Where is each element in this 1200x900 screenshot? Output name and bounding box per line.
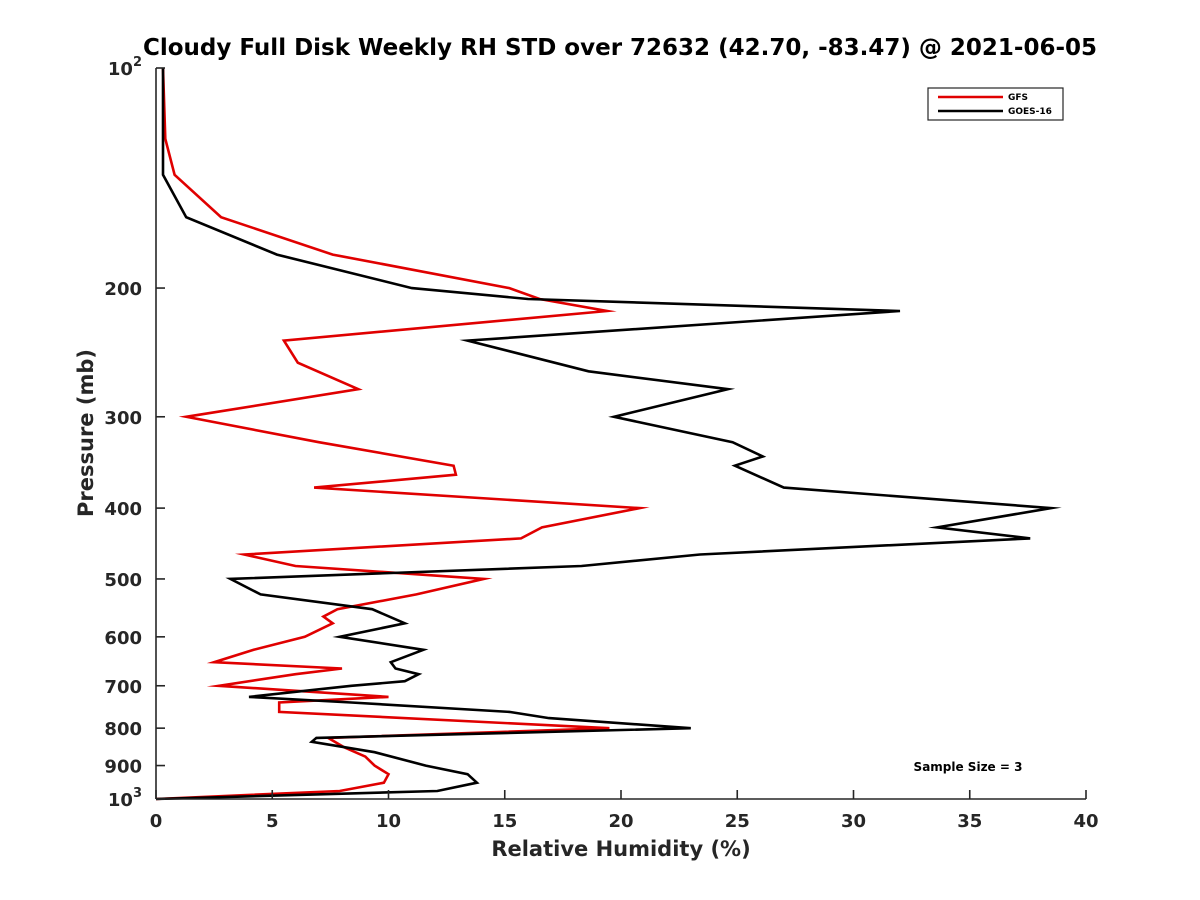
x-tick-label: 20 <box>608 811 633 832</box>
x-axis-label: Relative Humidity (%) <box>491 837 750 861</box>
y-tick-label: 500 <box>104 570 142 591</box>
x-tick-label: 15 <box>492 811 517 832</box>
legend-box <box>927 87 1064 121</box>
series-line-goes16 <box>155 68 1062 801</box>
x-tick-label: 35 <box>957 811 982 832</box>
plot-lines <box>155 67 1062 801</box>
plot-area <box>156 68 1086 799</box>
legend-label-gfs: GFS <box>1008 93 1028 103</box>
y-tick-label: 102 <box>108 55 142 80</box>
y-axis-ticks: 102 200 300 400 500 600 700 800 900 103 <box>104 55 165 811</box>
y-tick-label: 900 <box>104 757 142 778</box>
x-tick-label: 25 <box>725 811 750 832</box>
y-tick-label: 200 <box>104 279 142 300</box>
x-tick-label: 10 <box>376 811 401 832</box>
y-tick-label: 600 <box>104 628 142 649</box>
series-line-gfs <box>155 67 650 801</box>
y-tick-label: 800 <box>104 719 142 740</box>
legend: GFS GOES-16 <box>927 87 1064 121</box>
x-tick-label: 30 <box>841 811 866 832</box>
y-tick-label: 103 <box>108 786 142 811</box>
sample-size-annotation: Sample Size = 3 <box>914 760 1023 774</box>
y-tick-label: 300 <box>104 408 142 429</box>
y-tick-label: 400 <box>104 499 142 520</box>
legend-label-goes16: GOES-16 <box>1008 107 1052 117</box>
x-tick-label: 40 <box>1073 811 1098 832</box>
x-tick-label: 0 <box>150 811 163 832</box>
x-tick-label: 5 <box>266 811 279 832</box>
chart-title: Cloudy Full Disk Weekly RH STD over 7263… <box>143 35 1097 61</box>
y-tick-label: 700 <box>104 677 142 698</box>
y-axis-label: Pressure (mb) <box>74 349 98 517</box>
x-axis-ticks: 0 5 10 15 20 25 30 35 40 <box>150 790 1099 832</box>
